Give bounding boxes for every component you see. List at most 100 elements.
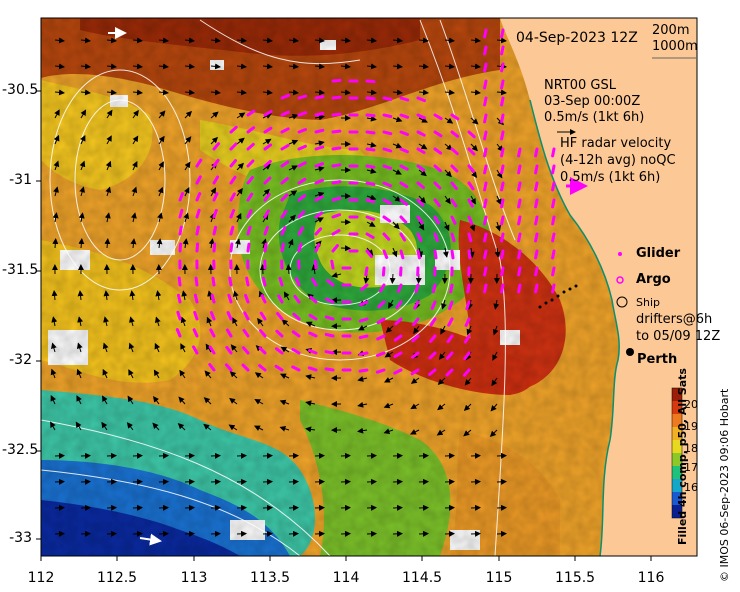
current-arrow	[206, 316, 213, 327]
hf-radar-arrow	[226, 311, 233, 321]
current-arrow	[392, 195, 402, 202]
hf-radar-arrow	[243, 311, 250, 321]
current-arrow	[51, 290, 58, 301]
hf-radar-arrow	[416, 181, 425, 189]
current-arrow	[467, 299, 474, 310]
current-arrow	[80, 63, 91, 70]
hf-radar-arrow	[393, 351, 403, 358]
hf-radar-arrow	[192, 328, 199, 338]
hf-radar-arrow	[307, 366, 318, 372]
hf-radar-arrow	[500, 249, 505, 260]
current-arrow	[155, 290, 162, 301]
hf-radar-arrow	[212, 242, 217, 253]
hf-radar-arrow	[358, 334, 369, 340]
hf-radar-arrow	[382, 215, 392, 223]
hf-radar-arrow	[534, 266, 539, 277]
current-arrow	[383, 402, 394, 409]
current-arrow	[417, 247, 423, 258]
current-arrow	[53, 134, 60, 145]
hf-radar-arrow	[297, 144, 307, 151]
hf-radar-arrow	[500, 198, 505, 209]
hf-radar-arrow	[291, 365, 301, 372]
hf-radar-arrow	[483, 28, 488, 39]
current-arrow	[279, 425, 290, 432]
hf-radar-arrow	[229, 175, 237, 185]
hf-radar-arrow	[534, 249, 539, 260]
hf-radar-arrow	[416, 96, 426, 103]
current-arrow	[106, 135, 112, 145]
hf-radar-arrow	[208, 345, 216, 355]
hf-radar-arrow	[280, 193, 289, 202]
hf-radar-arrow	[376, 351, 386, 357]
current-arrow	[132, 37, 143, 44]
current-arrow	[102, 395, 108, 405]
hf-radar-arrow	[246, 192, 254, 202]
hf-radar-arrow	[395, 300, 403, 310]
current-arrow	[76, 368, 83, 379]
hf-radar-arrow	[358, 351, 369, 356]
current-arrow	[158, 110, 166, 119]
hf-radar-arrow	[291, 330, 301, 338]
current-arrow	[340, 89, 351, 96]
hf-radar-arrow	[297, 94, 308, 100]
drifter-track	[538, 284, 578, 309]
hf-radar-arrow	[431, 283, 437, 294]
hf-radar-arrow	[399, 164, 409, 171]
current-arrow	[340, 37, 351, 44]
current-arrow	[236, 162, 244, 171]
hf-radar-arrow	[483, 266, 488, 277]
current-arrow	[444, 117, 454, 124]
hf-radar-arrow	[259, 311, 267, 321]
hf-radar-arrow	[500, 96, 505, 107]
hf-radar-arrow	[394, 317, 403, 326]
current-arrow	[229, 371, 238, 379]
hf-radar-arrow	[551, 147, 556, 158]
current-arrow	[492, 325, 499, 336]
hf-radar-arrow	[433, 215, 440, 225]
hf-radar-arrow	[551, 198, 556, 209]
current-arrow	[132, 160, 138, 171]
current-arrow	[54, 109, 60, 119]
hf-radar-arrows	[175, 28, 556, 377]
current-arrow	[103, 290, 110, 301]
current-arrow	[101, 421, 108, 431]
current-arrow	[204, 370, 212, 379]
current-arrow	[444, 63, 455, 70]
hf-radar-arrow	[365, 215, 376, 221]
current-arrow	[357, 325, 368, 331]
hf-radar-arrow	[314, 112, 325, 117]
current-arrow	[288, 89, 299, 96]
hf-radar-arrow	[467, 232, 473, 243]
hf-radar-arrow	[483, 164, 488, 175]
hf-radar-arrow	[365, 232, 375, 239]
current-arrow	[470, 37, 481, 44]
hf-radar-arrow	[483, 181, 488, 192]
current-arrow	[305, 426, 316, 433]
hf-radar-arrow	[177, 293, 182, 304]
current-arrow	[468, 247, 475, 258]
hf-radar-arrow	[331, 213, 342, 219]
current-arrow	[210, 187, 216, 197]
current-arrow	[236, 89, 247, 96]
current-arrow	[50, 394, 57, 405]
hf-radar-arrow	[280, 160, 290, 168]
hf-avg: (4-12h avg) noQC	[560, 153, 676, 168]
hf-radar-arrow	[261, 276, 267, 287]
hf-radar-arrow	[466, 283, 471, 294]
current-arrow	[314, 89, 325, 96]
current-arrow	[470, 89, 481, 96]
current-arrow	[78, 238, 85, 249]
hf-radar-arrow	[551, 249, 556, 260]
hf-radar-arrow	[297, 210, 306, 219]
current-arrow	[305, 374, 316, 381]
current-arrow	[489, 429, 498, 438]
current-arrow	[463, 403, 472, 412]
hf-radar-arrow	[195, 242, 200, 253]
current-arrow	[184, 89, 195, 96]
hf-radar-arrow	[280, 242, 285, 253]
hf-radar-arrow	[483, 45, 488, 56]
hf-radar-arrow	[450, 130, 460, 138]
current-arrow	[494, 247, 501, 258]
hf-radar-arrow	[448, 300, 454, 311]
current-arrow	[314, 140, 325, 147]
